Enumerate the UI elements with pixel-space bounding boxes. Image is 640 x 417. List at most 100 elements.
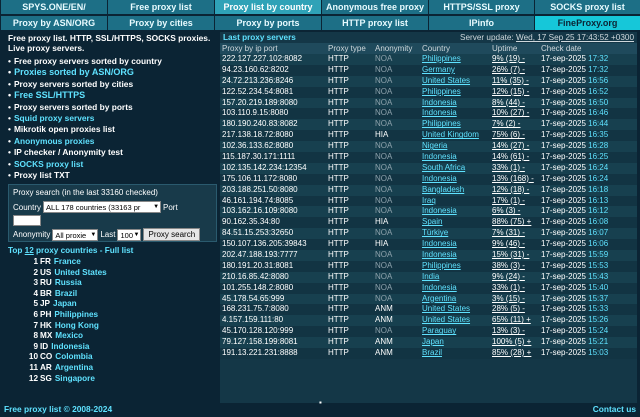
country-link[interactable]: Brazil	[422, 348, 443, 358]
top-count[interactable]: 12	[24, 246, 34, 255]
uptime[interactable]: 88% (75) +	[492, 217, 532, 227]
country-link[interactable]: United States	[422, 304, 471, 314]
country-list-item[interactable]: 2 US United States	[8, 268, 218, 279]
country-list-item[interactable]: 12 SG Singapore	[8, 374, 218, 385]
uptime[interactable]: 11% (35) -	[492, 75, 529, 85]
country-link[interactable]: United States	[422, 315, 471, 325]
country-link[interactable]: Iraq	[422, 195, 436, 205]
menu-item[interactable]: • IP checker / Anonymity test	[8, 147, 218, 158]
last-select[interactable]: 100 ▼	[117, 228, 142, 241]
anonymity-select[interactable]: All proxie ▼	[52, 228, 99, 241]
uptime[interactable]: 9% (46) -	[492, 239, 525, 249]
menu-item[interactable]: • Proxy servers sorted by ports	[8, 102, 218, 113]
country-link[interactable]: Spain	[422, 217, 443, 227]
uptime[interactable]: 28% (5) -	[492, 304, 525, 314]
nav-link[interactable]: Proxy by ports	[214, 16, 321, 31]
nav-link[interactable]: Proxy by ASN/ORG	[0, 16, 107, 31]
contact-link[interactable]: Contact us	[592, 404, 636, 414]
country-link[interactable]: Germany	[422, 64, 455, 74]
menu-item[interactable]: • Mikrotik open proxies list	[8, 124, 218, 135]
nav-link[interactable]: SOCKS proxy list	[534, 0, 640, 15]
menu-item[interactable]: • SOCKS proxy list	[8, 159, 218, 170]
country-link[interactable]: Philippines	[422, 260, 461, 270]
uptime[interactable]: 17% (1) -	[492, 195, 525, 205]
country-list-item[interactable]: 7 HK Hong Kong	[8, 321, 218, 332]
country-name[interactable]: Mexico	[55, 331, 84, 341]
country-select[interactable]: ALL 178 countries (33163 pr ▼	[43, 201, 162, 213]
country-link[interactable]: South Africa	[422, 162, 466, 172]
menu-item[interactable]: • Free proxy servers sorted by country	[8, 56, 218, 67]
uptime[interactable]: 9% (19) -	[492, 54, 525, 63]
uptime[interactable]: 15% (31) -	[492, 250, 530, 260]
country-list-item[interactable]: 6 PH Philippines	[8, 310, 218, 321]
menu-item[interactable]: • Proxy servers sorted by cities	[8, 79, 218, 90]
country-link[interactable]: Indonesia	[422, 282, 457, 292]
uptime[interactable]: 6% (3) -	[492, 206, 521, 216]
country-link[interactable]: Indonesia	[422, 250, 457, 260]
country-link[interactable]: Argentina	[422, 293, 457, 303]
uptime[interactable]: 10% (27) -	[492, 108, 530, 118]
country-name[interactable]: Hong Kong	[54, 320, 99, 330]
country-link[interactable]: Paraguay	[422, 326, 457, 336]
country-list-item[interactable]: 1 FR France	[8, 257, 218, 268]
country-link[interactable]: Bangladesh	[422, 184, 465, 194]
country-name[interactable]: United States	[54, 267, 107, 277]
country-link[interactable]: Indonesia	[422, 173, 457, 183]
country-link[interactable]: Indonesia	[422, 108, 457, 118]
uptime[interactable]: 100% (5) +	[492, 337, 532, 347]
country-list-item[interactable]: 8 MX Mexico	[8, 331, 218, 342]
menu-item[interactable]: • Anonymous proxies	[8, 136, 218, 147]
uptime[interactable]: 33% (1) -	[492, 282, 525, 292]
country-name[interactable]: France	[53, 257, 81, 266]
country-name[interactable]: Philippines	[54, 309, 99, 319]
country-link[interactable]: Philippines	[422, 86, 461, 96]
uptime[interactable]: 8% (44) -	[492, 97, 525, 107]
country-list-item[interactable]: 11 AR Argentina	[8, 363, 218, 374]
menu-item[interactable]: • Proxies sorted by ASN/ORG	[8, 67, 218, 78]
uptime[interactable]: 33% (1) -	[492, 162, 525, 172]
country-name[interactable]: Singapore	[54, 373, 95, 383]
country-link[interactable]: Philippines	[422, 119, 461, 129]
nav-link[interactable]: HTTPS/SSL proxy	[428, 0, 534, 15]
nav-link[interactable]: HTTP proxy list	[321, 16, 428, 31]
uptime[interactable]: 12% (18) -	[492, 184, 530, 194]
menu-item[interactable]: • Proxy list TXT	[8, 170, 218, 181]
uptime[interactable]: 9% (24) -	[492, 271, 525, 281]
country-link[interactable]: United Kingdom	[422, 130, 479, 140]
top-countries-header[interactable]: Top 12 proxy countries - Full list	[8, 244, 218, 257]
nav-link[interactable]: SPYS.ONE/EN/	[0, 0, 107, 15]
nav-link[interactable]: IPinfo	[428, 16, 534, 31]
country-name[interactable]: Russia	[54, 278, 82, 288]
country-name[interactable]: Argentina	[54, 362, 94, 372]
uptime[interactable]: 13% (3) -	[492, 326, 525, 336]
uptime[interactable]: 38% (3) -	[492, 260, 525, 270]
proxy-search-button[interactable]: Proxy search	[143, 228, 201, 241]
nav-link[interactable]: Proxy list by country	[214, 0, 321, 15]
uptime[interactable]: 7% (31) -	[492, 228, 525, 238]
country-list-item[interactable]: 5 JP Japan	[8, 299, 218, 310]
uptime[interactable]: 65% (11) +	[492, 315, 531, 325]
uptime[interactable]: 3% (15) -	[492, 293, 525, 303]
country-name[interactable]: Japan	[53, 299, 77, 309]
port-input[interactable]	[13, 215, 41, 226]
nav-link[interactable]: Free proxy list	[107, 0, 214, 15]
uptime[interactable]: 14% (61) -	[492, 152, 530, 162]
country-list-item[interactable]: 3 RU Russia	[8, 278, 218, 289]
country-link[interactable]: Indonesia	[422, 239, 457, 249]
uptime[interactable]: 7% (2) -	[492, 119, 521, 129]
country-list-item[interactable]: 4 BR Brazil	[8, 289, 218, 300]
country-link[interactable]: Türkiye	[422, 228, 449, 238]
country-link[interactable]: Philippines	[422, 54, 461, 63]
nav-link[interactable]: FineProxy.org	[534, 16, 640, 31]
uptime[interactable]: 85% (28) +	[492, 348, 532, 358]
uptime[interactable]: 14% (27) -	[492, 141, 530, 151]
copyright-link[interactable]: Free proxy list © 2008-2024	[4, 404, 113, 414]
country-link[interactable]: Japan	[422, 337, 444, 347]
nav-link[interactable]: Anonymous free proxy	[321, 0, 428, 15]
uptime[interactable]: 75% (6) -	[492, 130, 525, 140]
uptime[interactable]: 13% (168) -	[492, 173, 534, 183]
country-link[interactable]: Nigeria	[422, 141, 448, 151]
country-link[interactable]: Indonesia	[422, 152, 457, 162]
menu-item[interactable]: • Free SSL/HTTPS	[8, 90, 218, 101]
country-link[interactable]: Indonesia	[422, 206, 457, 216]
